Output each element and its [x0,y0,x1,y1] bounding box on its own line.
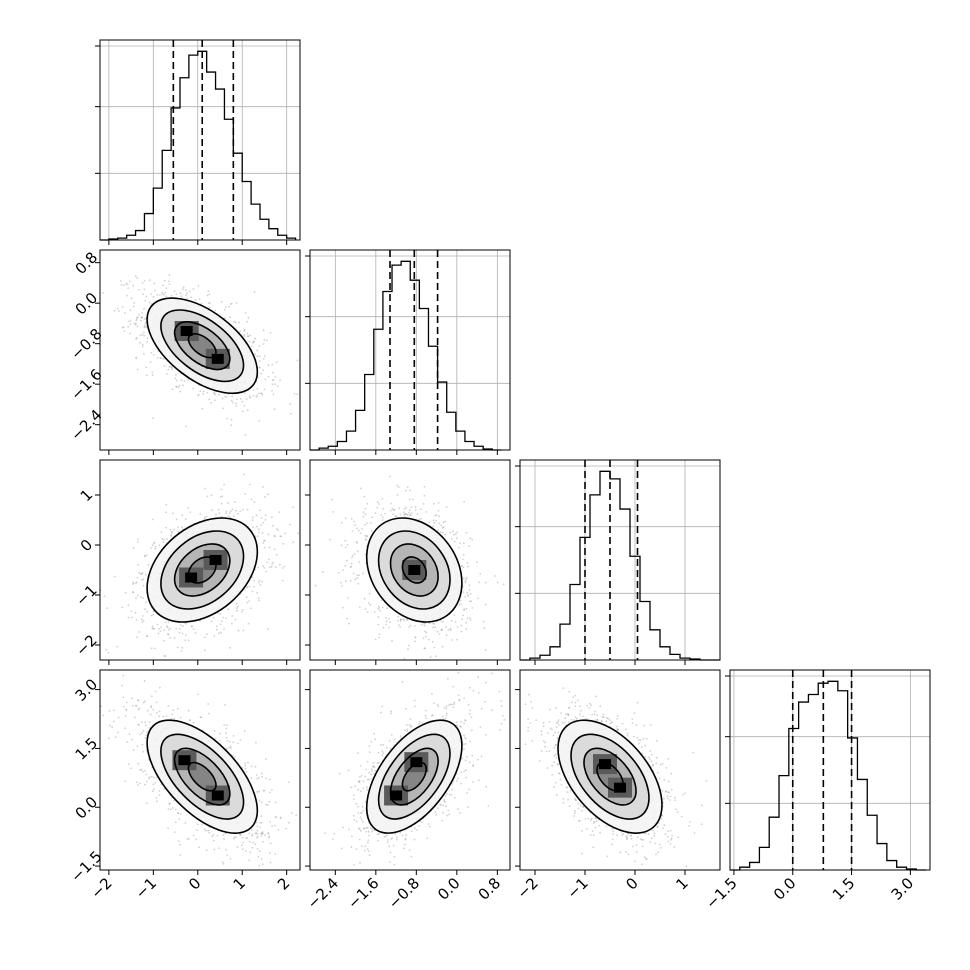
mode-core-0-1-1 [211,353,224,364]
contour-1-2-2 [389,543,439,597]
contour-0-1-3 [187,332,217,359]
scatter-frame-1-2 [309,459,511,661]
xtick-label-1-2: −0.8 [385,874,423,912]
mode-core-0-3-1 [211,790,224,801]
contour-0-2-2 [173,543,231,597]
scatter-frame-0-3 [99,669,301,871]
scatter-panel-1-3 [309,669,511,871]
panel-2-3-content [524,687,708,868]
contour-2-3-3 [596,761,624,792]
contour-0-2-0 [146,517,259,623]
xtick-label-0-1: −1 [132,874,160,902]
xtick-label-1-0: −2.4 [304,874,342,912]
histogram-frame-0 [99,39,301,241]
ytick-label-3-2: 1.5 [72,734,102,764]
ytick-label-2-1: −1 [72,581,100,609]
contour-2-3-1 [570,733,650,820]
xtick-label-2-2: 0 [622,874,641,893]
contour-1-3-3 [401,761,428,792]
xtick-label-2-0: −2 [513,874,541,902]
histogram-step-0 [100,50,297,241]
histogram-step-3 [730,680,927,871]
mode-core-1-3-0 [390,790,403,801]
ytick-label-3-3: 3.0 [72,675,102,705]
mode-core-0-2-1 [209,555,222,565]
mode-core-2-3-0 [599,759,611,770]
scatter-frame-2-3 [519,669,721,871]
contour-0-3-2 [173,747,231,806]
xtick-label-0-4: 2 [274,874,293,893]
contour-0-1-0 [146,297,259,395]
histogram-panel-3 [725,669,931,871]
xtick-label-0-3: 1 [230,874,249,893]
xtick-label-0-2: 0 [185,874,204,893]
xtick-label-2-3: 1 [672,874,691,893]
xtick-label-1-1: −1.6 [344,874,382,912]
xtick-label-3-2: 1.5 [829,874,859,904]
mode-core-1-2-0 [408,565,421,575]
histogram-panel-2 [515,459,721,661]
scatter-panel-1-2 [309,459,511,661]
histogram-panel-1 [305,249,511,451]
ytick-label-3-1: 0.0 [72,793,102,823]
scatter-panel-0-1 [99,249,301,451]
xtick-label-0-0: −2 [87,874,115,902]
contour-0-2-3 [187,556,217,584]
contour-2-3-2 [583,747,637,806]
scatter-frame-0-1 [99,249,301,451]
contour-1-2-3 [401,556,428,584]
histogram-step-2 [520,470,720,661]
panel-0-1-content [100,274,299,436]
xtick-label-1-4: 0.8 [475,874,505,904]
contour-0-3-0 [146,719,259,834]
contour-0-3-1 [160,733,245,820]
contour-0-1-2 [173,321,231,371]
ytick-label-1-3: 0.0 [72,289,102,319]
contour-1-3-2 [389,747,439,806]
panel-1-3-content [324,671,506,866]
mode-core-0-1-0 [180,326,193,337]
histogram-frame-2 [519,459,721,661]
ytick-label-2-0: −2 [72,631,100,659]
scatter-panel-0-3 [99,669,301,871]
mode-core-2-3-1 [614,782,626,793]
mode-core-0-2-0 [185,572,198,583]
contour-0-1-1 [160,309,245,383]
xtick-label-3-3: 3.0 [888,874,918,904]
contour-0-2-1 [160,530,245,610]
contour-1-3-1 [377,733,451,820]
panel-0-3-content [100,674,298,867]
ytick-label-2-3: 1 [77,486,96,505]
mode-core-1-3-1 [410,757,423,768]
contour-1-3-0 [365,719,463,834]
contour-1-2-1 [377,530,451,610]
scatter-panel-2-3 [519,669,721,871]
xtick-label-2-1: −1 [563,874,591,902]
panel-0-2-content [100,473,300,658]
histogram-frame-3 [729,669,931,871]
mode-core-0-3-0 [178,755,191,766]
xtick-label-1-3: 0.0 [434,874,464,904]
histogram-panel-0 [95,39,301,241]
histogram-step-1 [310,260,502,451]
ytick-label-2-2: 0 [77,536,96,555]
histogram-frame-1 [309,249,511,451]
contour-2-3-0 [557,719,663,834]
scatter-panel-0-2 [99,459,301,661]
xtick-label-3-1: 0.0 [770,874,800,904]
xtick-label-3-0: −1.5 [702,874,740,912]
scatter-frame-0-2 [99,459,301,661]
contour-1-2-0 [365,517,463,623]
scatter-frame-1-3 [309,669,511,871]
ytick-label-1-4: 0.8 [72,248,102,278]
contour-0-3-3 [187,761,217,792]
panel-1-2-content [314,475,505,660]
